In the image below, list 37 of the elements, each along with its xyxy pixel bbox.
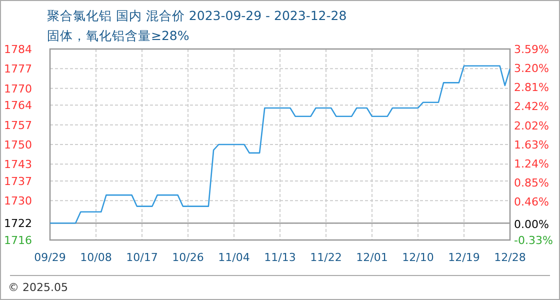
x-tick-label: 10/08 [80, 251, 112, 264]
x-tick-label: 11/13 [264, 251, 296, 264]
y2-tick-label: 2.02% [514, 119, 549, 132]
y-tick-label: 1757 [4, 118, 32, 132]
y2-tick-label: 1.24% [514, 158, 549, 171]
y2-tick-label: 3.59% [514, 43, 549, 56]
y-tick-label: 1770 [4, 82, 32, 96]
y2-tick-label: 0.00% [514, 218, 549, 231]
chart-title: 聚合氯化铝 国内 混合价 2023-09-29 - 2023-12-28 [47, 8, 347, 23]
y-tick-label: 1737 [4, 175, 32, 188]
y2-tick-label: 0.46% [514, 196, 549, 209]
y-tick-label: 1716 [4, 234, 32, 247]
y-tick-label: 1764 [4, 99, 32, 112]
y-tick-label: 1743 [4, 158, 32, 172]
x-tick-label: 12/01 [356, 251, 388, 264]
y2-tick-label: 2.81% [514, 81, 549, 94]
x-tick-label: 12/28 [494, 251, 526, 264]
x-tick-label: 10/26 [172, 251, 204, 264]
x-tick-label: 12/19 [448, 251, 480, 264]
x-tick-label: 11/04 [218, 251, 250, 264]
chart-subtitle: 固体，氧化铝含量≥28% [47, 28, 190, 43]
y2-tick-label: 2.42% [514, 100, 549, 114]
y-tick-label: 1784 [4, 43, 32, 56]
x-tick-label: 09/29 [34, 251, 66, 264]
y2-tick-label: 1.63% [514, 138, 549, 152]
x-tick-label: 10/17 [126, 251, 158, 264]
y-tick-label: 1777 [4, 62, 32, 76]
y2-tick-label: 0.85% [514, 176, 549, 190]
y-tick-label: 1722 [4, 217, 32, 230]
y2-tick-label: 3.20% [514, 62, 549, 76]
x-tick-label: 12/10 [402, 251, 434, 264]
y2-tick-label: -0.33% [514, 234, 553, 247]
y-tick-label: 1750 [4, 138, 32, 152]
line-series [49, 65, 511, 224]
y-tick-label: 1730 [4, 194, 32, 208]
x-tick-label: 11/22 [310, 251, 342, 264]
text: © 2025.05 [8, 281, 68, 294]
